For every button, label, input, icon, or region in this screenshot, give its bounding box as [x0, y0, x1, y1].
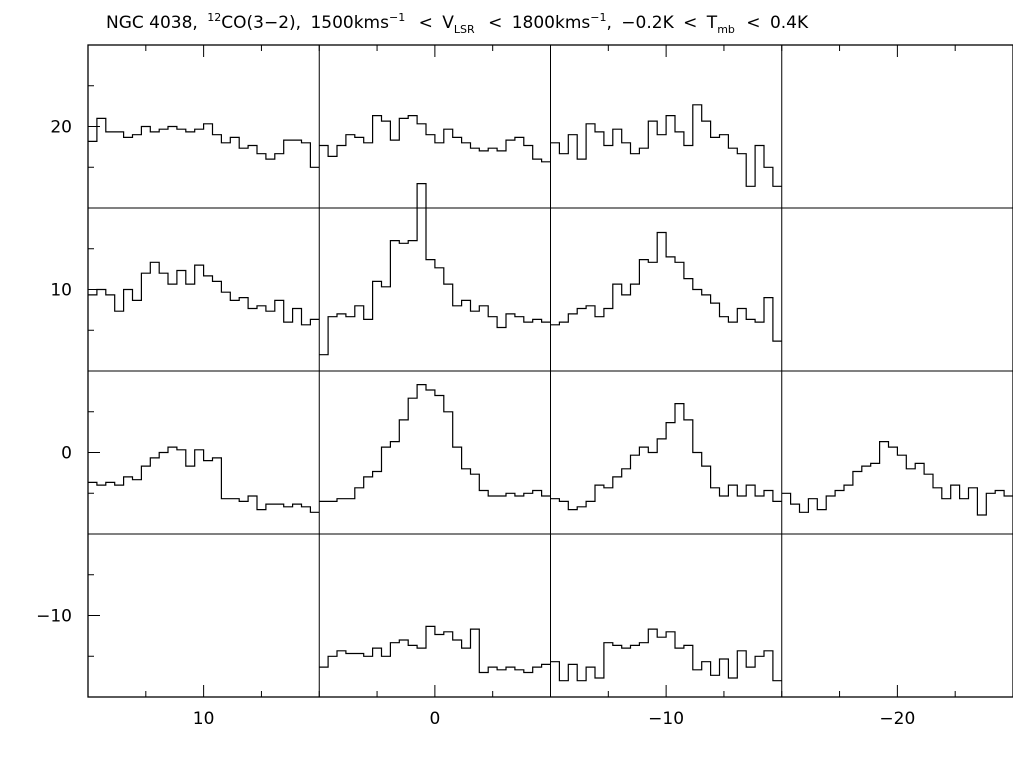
- y-tick-label: 20: [50, 118, 72, 138]
- x-tick-label: −10: [648, 709, 684, 729]
- x-tick-label: 10: [193, 709, 215, 729]
- y-tick-label: −10: [36, 607, 72, 627]
- y-tick-label: 0: [61, 444, 72, 464]
- x-tick-label: −20: [879, 709, 915, 729]
- y-tick-label: 10: [50, 281, 72, 301]
- x-tick-label: 0: [429, 709, 440, 729]
